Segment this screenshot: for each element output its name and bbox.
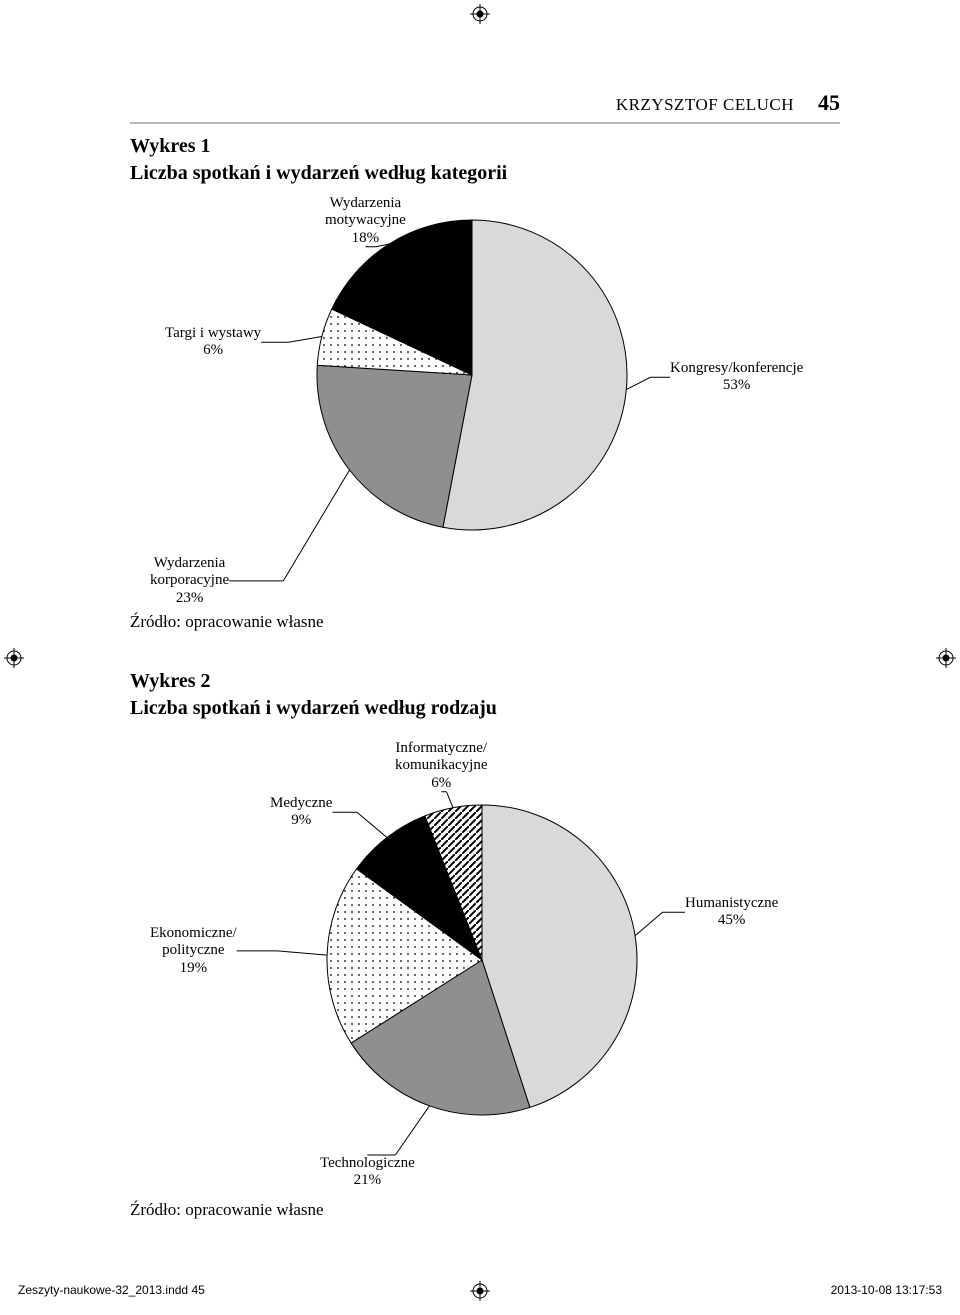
footer-date: 2013-10-08 13:17:53 — [831, 1283, 942, 1297]
callout-medyczne: Medyczne 9% — [270, 795, 332, 830]
callout-kongresy: Kongresy/konferencje 53% — [670, 360, 803, 395]
callout-informatyczne: Informatyczne/ komunikacyjne 6% — [395, 740, 487, 792]
page: KRZYSZTOF CELUCH 45 Wykres 1 Liczba spot… — [0, 0, 960, 1315]
chart1-pie — [317, 220, 627, 530]
pie-charts-svg — [0, 0, 960, 1315]
chart2-pie — [327, 805, 637, 1115]
callout-technologiczne: Technologiczne 21% — [320, 1155, 415, 1190]
footer-file: Zeszyty-naukowe-32_2013.indd 45 — [18, 1283, 205, 1297]
callout-motywacyjne: Wydarzenia motywacyjne 18% — [325, 195, 406, 247]
callout-targi: Targi i wystawy 6% — [165, 325, 261, 360]
callout-korporacyjne: Wydarzenia korporacyjne 23% — [150, 555, 229, 607]
callout-humanistyczne: Humanistyczne 45% — [685, 895, 778, 930]
callout-ekonomiczne: Ekonomiczne/ polityczne 19% — [150, 925, 237, 977]
